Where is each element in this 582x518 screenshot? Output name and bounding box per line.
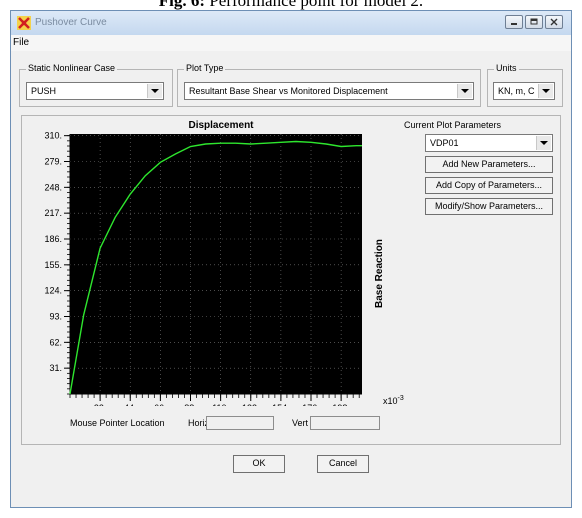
plot-params-dropdown-arrow[interactable]	[536, 136, 551, 150]
units-label: Units	[494, 63, 519, 73]
plot-type-group: Plot Type Resultant Base Shear vs Monito…	[177, 63, 481, 107]
add-copy-parameters-button[interactable]: Add Copy of Parameters...	[425, 177, 553, 194]
x-tick-label: 88.	[184, 403, 197, 406]
minimize-icon	[511, 23, 517, 25]
figure-caption-text: Performance point for model 2.	[205, 0, 424, 10]
current-plot-params-label: Current Plot Parameters	[404, 120, 502, 130]
menu-file[interactable]: File	[13, 37, 30, 48]
mouse-pointer-location-label: Mouse Pointer Location	[70, 418, 165, 428]
horiz-field	[206, 416, 274, 430]
plot-area	[70, 134, 362, 394]
units-group: Units KN, m, C	[487, 63, 563, 107]
x-tick-label: 22.	[94, 403, 107, 406]
x-tick-label: 132.	[242, 403, 260, 406]
plot-type-select[interactable]: Resultant Base Shear vs Monitored Displa…	[184, 82, 474, 100]
x-axis-unit-base: x10	[383, 396, 398, 406]
chevron-down-icon	[461, 89, 469, 93]
y-tick-label: 217.	[44, 208, 62, 218]
plot-panel: Displacement 31. 62. 93. 124. 155. 186. 217. 24…	[21, 115, 561, 445]
add-new-parameters-button[interactable]: Add New Parameters...	[425, 156, 553, 173]
y-tick-label: 310.	[44, 131, 62, 141]
units-dropdown-arrow[interactable]	[538, 84, 553, 98]
x-tick-label: 154.	[272, 403, 290, 406]
plot-params-select[interactable]: VDP01	[425, 134, 553, 152]
plot-params-value: VDP01	[430, 138, 459, 148]
vert-label: Vert	[292, 418, 309, 428]
static-case-value: PUSH	[31, 86, 57, 96]
plot-title: Displacement	[188, 120, 254, 131]
ok-button[interactable]: OK	[233, 455, 285, 473]
units-select[interactable]: KN, m, C	[493, 82, 555, 100]
figure-caption-prefix: Fig. 6:	[158, 0, 206, 10]
x-axis-unit: x10-3	[383, 395, 404, 406]
y-tick-label: 62.	[49, 337, 62, 347]
static-case-label: Static Nonlinear Case	[26, 63, 118, 73]
close-button[interactable]	[545, 15, 563, 29]
pushover-curve-window: Pushover Curve File Static Nonlinear Cas…	[10, 10, 572, 508]
units-value: KN, m, C	[498, 86, 535, 96]
plot-type-label: Plot Type	[184, 63, 226, 73]
app-icon	[17, 16, 31, 30]
title-bar[interactable]: Pushover Curve	[11, 11, 571, 35]
maximize-icon	[530, 18, 538, 25]
modify-show-parameters-button[interactable]: Modify/Show Parameters...	[425, 198, 553, 215]
menu-bar: File	[11, 35, 571, 51]
vert-field	[310, 416, 380, 430]
x-tick-label: 198.	[332, 403, 350, 406]
static-case-dropdown-arrow[interactable]	[147, 84, 162, 98]
y-tick-label: 155.	[44, 260, 62, 270]
static-case-group: Static Nonlinear Case PUSH	[19, 63, 173, 107]
close-icon	[550, 18, 558, 26]
chevron-down-icon	[151, 89, 159, 93]
y-tick-label: 279.	[44, 157, 62, 167]
maximize-button[interactable]	[525, 15, 543, 29]
cancel-button[interactable]: Cancel	[317, 455, 369, 473]
y-tick-label: 31.	[49, 363, 62, 373]
horiz-label: Horiz	[188, 418, 210, 428]
window-title: Pushover Curve	[35, 17, 107, 28]
plot-type-dropdown-arrow[interactable]	[457, 84, 472, 98]
y-axis-label: Base Reaction	[374, 239, 385, 308]
x-tick-label: 176.	[302, 403, 320, 406]
pushover-chart[interactable]: 31. 62. 93. 124. 155. 186. 217. 248. 279. 310. 22.…	[22, 116, 362, 406]
minimize-button[interactable]	[505, 15, 523, 29]
y-tick-label: 248.	[44, 182, 62, 192]
x-tick-label: 110.	[212, 403, 229, 406]
y-tick-label: 186.	[44, 234, 62, 244]
x-tick-label: 44.	[124, 403, 137, 406]
static-case-select[interactable]: PUSH	[26, 82, 164, 100]
chevron-down-icon	[540, 141, 548, 145]
y-tick-label: 124.	[44, 286, 62, 296]
x-tick-label: 66.	[154, 403, 167, 406]
figure-caption: Fig. 6: Performance point for model 2.	[0, 0, 582, 11]
y-tick-label: 93.	[49, 312, 62, 322]
x-axis-unit-exponent: -3	[397, 395, 404, 402]
chevron-down-icon	[542, 89, 550, 93]
plot-type-value: Resultant Base Shear vs Monitored Displa…	[189, 86, 388, 96]
pushover-curve-line	[69, 140, 362, 395]
